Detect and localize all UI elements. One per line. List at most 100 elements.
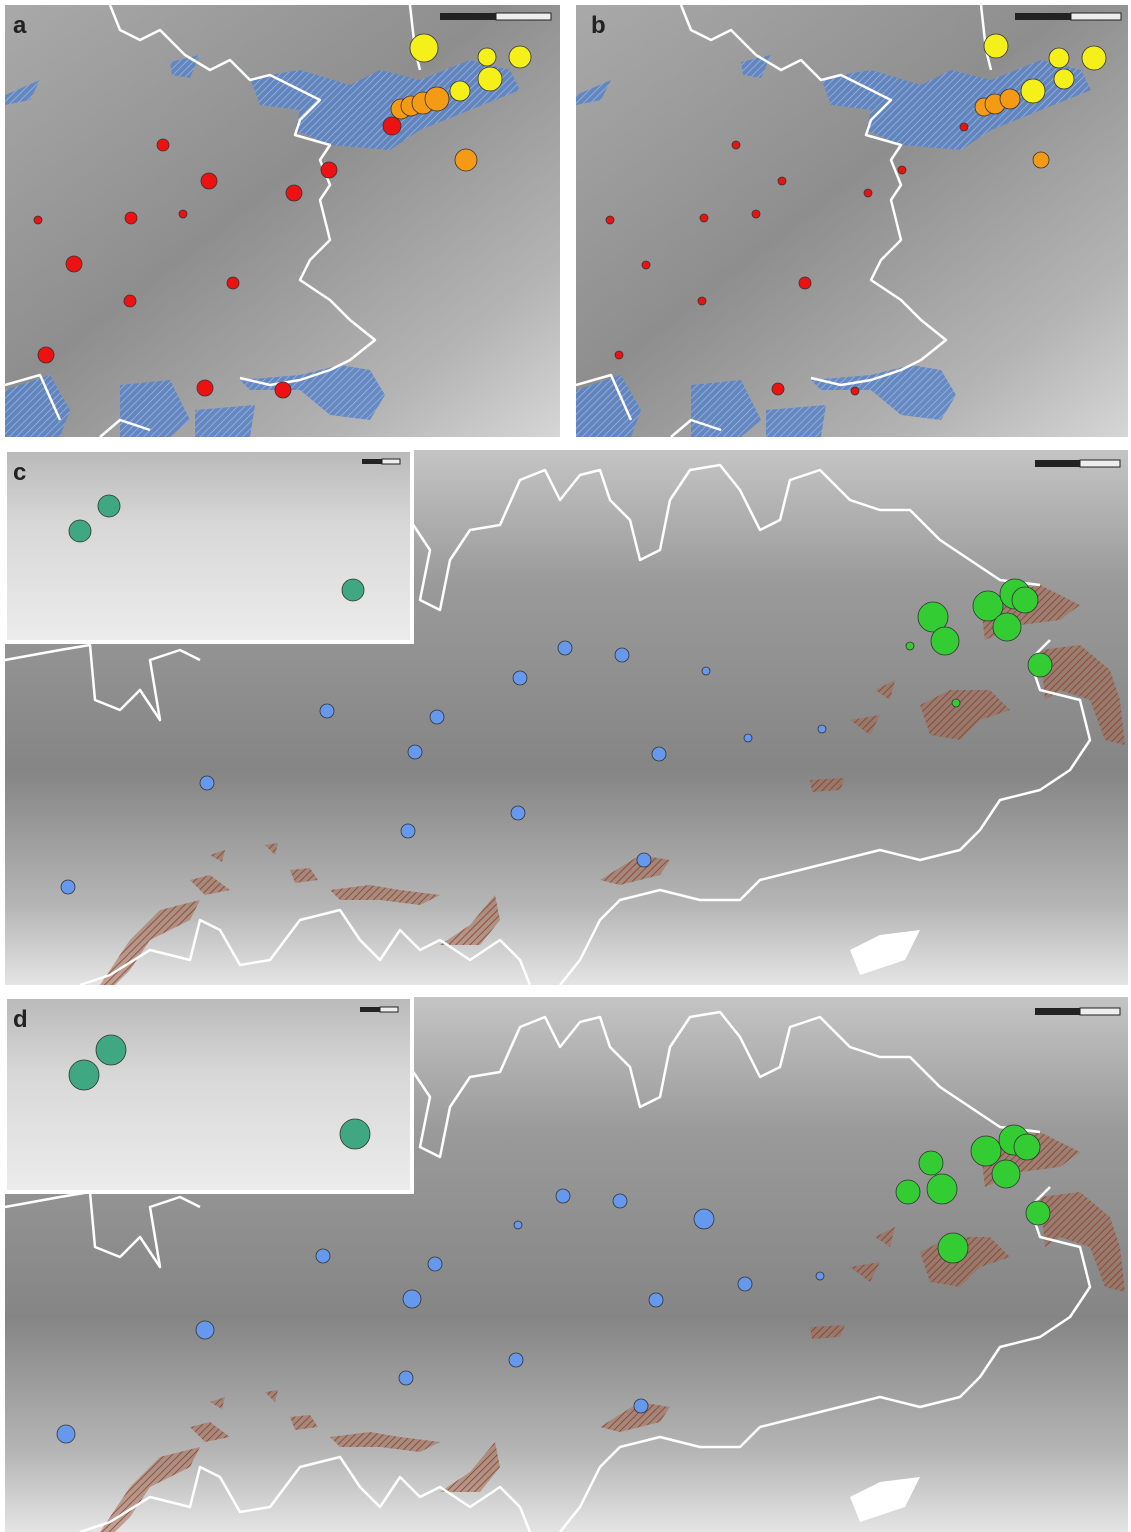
site-marker [96, 1035, 126, 1065]
panel-label: d [13, 1006, 28, 1033]
site-marker [179, 210, 187, 218]
scale-bar [1035, 460, 1080, 467]
site-marker [816, 1272, 824, 1280]
site-marker [732, 141, 740, 149]
site-marker [652, 747, 666, 761]
site-marker [1021, 79, 1045, 103]
scale-bar [1080, 460, 1120, 467]
site-marker [38, 347, 54, 363]
site-marker [275, 382, 291, 398]
site-marker [450, 81, 470, 101]
site-marker [851, 387, 859, 395]
site-marker [408, 745, 422, 759]
site-marker [864, 189, 872, 197]
figure: a b c d [0, 0, 1131, 1532]
site-marker [69, 520, 91, 542]
site-marker [98, 495, 120, 517]
scale-bar [440, 13, 496, 20]
site-marker [952, 699, 960, 707]
site-marker [1012, 587, 1038, 613]
site-marker [401, 824, 415, 838]
site-marker [818, 725, 826, 733]
site-marker [509, 46, 531, 68]
site-marker [694, 1209, 714, 1229]
scale-bar [1015, 13, 1071, 20]
site-marker [738, 1277, 752, 1291]
scale-bar [362, 459, 382, 464]
site-marker [513, 671, 527, 685]
site-marker [383, 117, 401, 135]
site-marker [931, 627, 959, 655]
site-marker [971, 1136, 1001, 1166]
scale-bar [360, 1007, 380, 1012]
panel-label: a [13, 12, 27, 39]
scale-bar [1080, 1008, 1120, 1015]
scale-bar [380, 1007, 398, 1012]
site-marker [960, 123, 968, 131]
site-marker [320, 704, 334, 718]
site-marker [744, 734, 752, 742]
site-marker [778, 177, 786, 185]
site-marker [927, 1174, 957, 1204]
site-marker [69, 1060, 99, 1090]
site-marker [61, 880, 75, 894]
site-marker [403, 1290, 421, 1308]
site-marker [1054, 69, 1074, 89]
site-marker [57, 1425, 75, 1443]
site-marker [316, 1249, 330, 1263]
site-marker [984, 34, 1008, 58]
site-marker [340, 1119, 370, 1149]
site-marker [772, 383, 784, 395]
panel-c: c [5, 450, 1128, 985]
site-marker [430, 710, 444, 724]
site-marker [1082, 46, 1106, 70]
site-marker [896, 1180, 920, 1204]
site-marker [342, 579, 364, 601]
site-marker [410, 34, 438, 62]
site-marker [919, 1151, 943, 1175]
scale-bar [496, 13, 551, 20]
inset-map [5, 997, 412, 1192]
site-marker [511, 806, 525, 820]
panel-a: a [5, 5, 560, 437]
site-marker [1026, 1201, 1050, 1225]
site-marker [196, 1321, 214, 1339]
panel-b: b [576, 5, 1128, 437]
site-marker [906, 642, 914, 650]
site-marker [321, 162, 337, 178]
site-marker [613, 1194, 627, 1208]
site-marker [992, 1160, 1020, 1188]
inset-map [5, 450, 412, 642]
site-marker [698, 297, 706, 305]
site-marker [993, 613, 1021, 641]
site-marker [1028, 653, 1052, 677]
site-marker [700, 214, 708, 222]
site-marker [898, 166, 906, 174]
site-marker [34, 216, 42, 224]
site-marker [425, 87, 449, 111]
panel-d: d [5, 997, 1128, 1532]
site-marker [1033, 152, 1049, 168]
site-marker [752, 210, 760, 218]
site-marker [556, 1189, 570, 1203]
panel-label: b [591, 12, 606, 39]
site-marker [201, 173, 217, 189]
site-marker [615, 648, 629, 662]
site-marker [227, 277, 239, 289]
site-marker [615, 351, 623, 359]
page: a b c d (() => { const data = JSON. [0, 0, 1131, 1532]
site-marker [509, 1353, 523, 1367]
site-marker [558, 641, 572, 655]
site-marker [125, 212, 137, 224]
site-marker [799, 277, 811, 289]
site-marker [157, 139, 169, 151]
site-marker [197, 380, 213, 396]
panel-label: c [13, 459, 26, 486]
site-marker [1000, 89, 1020, 109]
site-marker [66, 256, 82, 272]
site-marker [478, 48, 496, 66]
scale-bar [382, 459, 400, 464]
site-marker [124, 295, 136, 307]
scale-bar [1035, 1008, 1080, 1015]
site-marker [606, 216, 614, 224]
